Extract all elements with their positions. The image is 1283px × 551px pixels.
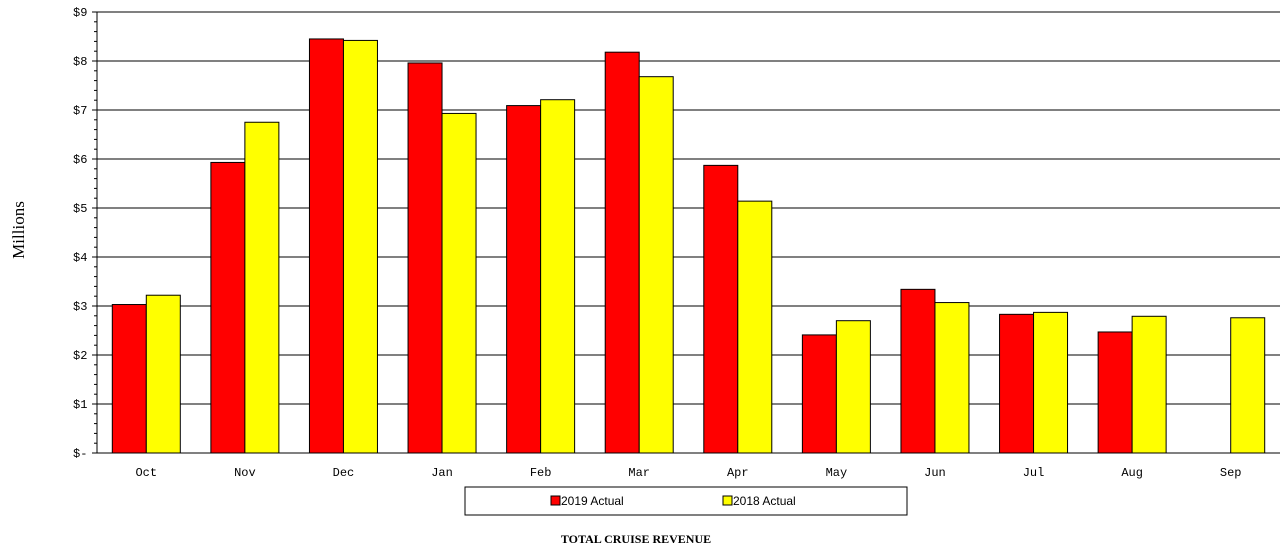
bar-2018-actual-dec: [342, 39, 378, 454]
y-tick-label: $6: [73, 153, 87, 167]
bar-2019-actual-may: [801, 334, 837, 454]
bar-2018-actual-jul: [1033, 311, 1069, 454]
bar-2019-actual-feb: [506, 105, 542, 454]
y-axis-label: Millions: [9, 201, 28, 259]
bar-2018-actual-jan: [441, 112, 477, 454]
bar-2018-actual-apr: [737, 200, 773, 454]
bar-2018-actual-oct: [145, 294, 181, 454]
chart-caption: TOTAL CRUISE REVENUE: [561, 532, 711, 546]
legend: 2019 Actual 2018 Actual: [464, 486, 908, 516]
x-tick-label: Dec: [333, 466, 355, 480]
y-tick-label: $-: [73, 447, 87, 461]
bar-2019-actual-dec: [308, 38, 344, 454]
legend-swatch-2018: [722, 495, 733, 506]
legend-label-2019: 2019 Actual: [561, 494, 624, 508]
x-tick-label: Jul: [1023, 466, 1045, 480]
y-tick-label: $8: [73, 55, 87, 69]
x-tick-labels: Oct Nov Dec Jan Feb Mar Apr May Jun Jul Aug Sep: [135, 466, 1241, 480]
x-tick-label: Nov: [234, 466, 256, 480]
bars: [111, 38, 1266, 454]
bar-2018-actual-feb: [540, 99, 576, 454]
y-tick-label: $7: [73, 104, 87, 118]
bar-2019-actual-aug: [1097, 331, 1133, 454]
y-tick-label: $9: [73, 6, 87, 20]
bar-2018-actual-nov: [244, 121, 280, 454]
axes: [96, 12, 1280, 454]
x-tick-label: Apr: [727, 466, 749, 480]
bar-2019-actual-jul: [999, 313, 1035, 454]
gridlines: [92, 11, 1280, 454]
bar-2019-actual-nov: [210, 161, 246, 454]
bar-2018-actual-jun: [934, 302, 970, 454]
y-tick-label: $5: [73, 202, 87, 216]
legend-box: [464, 486, 908, 516]
x-tick-label: Mar: [628, 466, 650, 480]
bar-2018-actual-mar: [638, 76, 674, 454]
y-tick-label: $4: [73, 251, 87, 265]
x-tick-label: Feb: [530, 466, 552, 480]
bar-2019-actual-jan: [407, 62, 443, 454]
bar-2019-actual-oct: [111, 304, 147, 454]
bar-2018-actual-may: [835, 320, 871, 454]
y-tick-label: $1: [73, 398, 87, 412]
y-tick-labels: $- $1 $2 $3 $4 $5 $6 $7 $8 $9: [73, 6, 87, 461]
bar-2019-actual-jun: [900, 288, 936, 454]
bar-2018-actual-aug: [1131, 315, 1167, 454]
x-tick-label: May: [826, 466, 848, 480]
x-tick-label: Oct: [135, 466, 157, 480]
legend-label-2018: 2018 Actual: [733, 494, 796, 508]
bar-2019-actual-mar: [604, 51, 640, 454]
x-tick-label: Jan: [431, 466, 453, 480]
x-tick-label: Jun: [924, 466, 946, 480]
y-tick-label: $3: [73, 300, 87, 314]
bar-2018-actual-sep: [1230, 317, 1266, 454]
legend-swatch-2019: [550, 495, 561, 506]
bar-2019-actual-apr: [703, 164, 739, 454]
x-tick-label: Sep: [1220, 466, 1242, 480]
y-tick-label: $2: [73, 349, 87, 363]
x-tick-label: Aug: [1121, 466, 1143, 480]
